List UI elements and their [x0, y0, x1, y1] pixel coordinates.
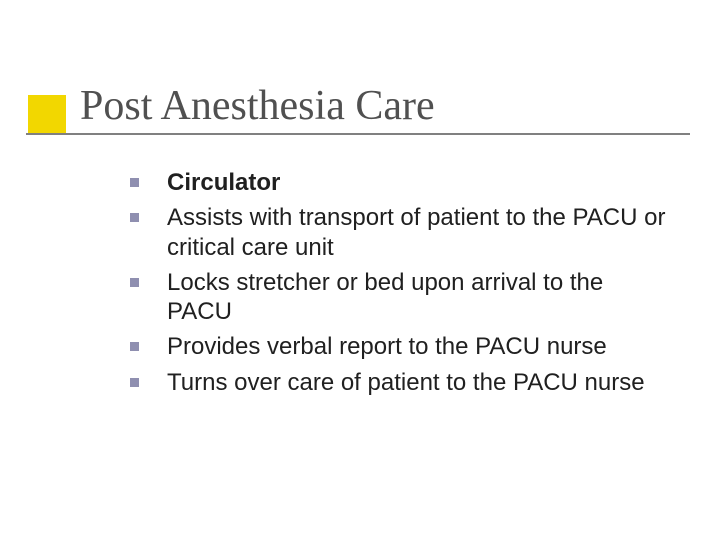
list-item: Turns over care of patient to the PACU n… — [130, 368, 670, 397]
bullet-square-icon — [130, 342, 139, 351]
list-item-text: Provides verbal report to the PACU nurse — [167, 332, 607, 361]
list-item: Assists with transport of patient to the… — [130, 203, 670, 262]
list-item: Provides verbal report to the PACU nurse — [130, 332, 670, 361]
list-item-text: Assists with transport of patient to the… — [167, 203, 670, 262]
list-item-text: Circulator — [167, 168, 280, 197]
slide-title: Post Anesthesia Care — [80, 82, 435, 130]
bullet-square-icon — [130, 213, 139, 222]
title-accent-block — [28, 95, 66, 133]
list-item: Locks stretcher or bed upon arrival to t… — [130, 268, 670, 327]
list-item: Circulator — [130, 168, 670, 197]
list-item-text: Locks stretcher or bed upon arrival to t… — [167, 268, 670, 327]
bullet-square-icon — [130, 378, 139, 387]
list-item-text: Turns over care of patient to the PACU n… — [167, 368, 645, 397]
bullet-square-icon — [130, 278, 139, 287]
bullet-square-icon — [130, 178, 139, 187]
title-underline — [26, 133, 690, 135]
bullet-list: Circulator Assists with transport of pati… — [130, 168, 670, 397]
